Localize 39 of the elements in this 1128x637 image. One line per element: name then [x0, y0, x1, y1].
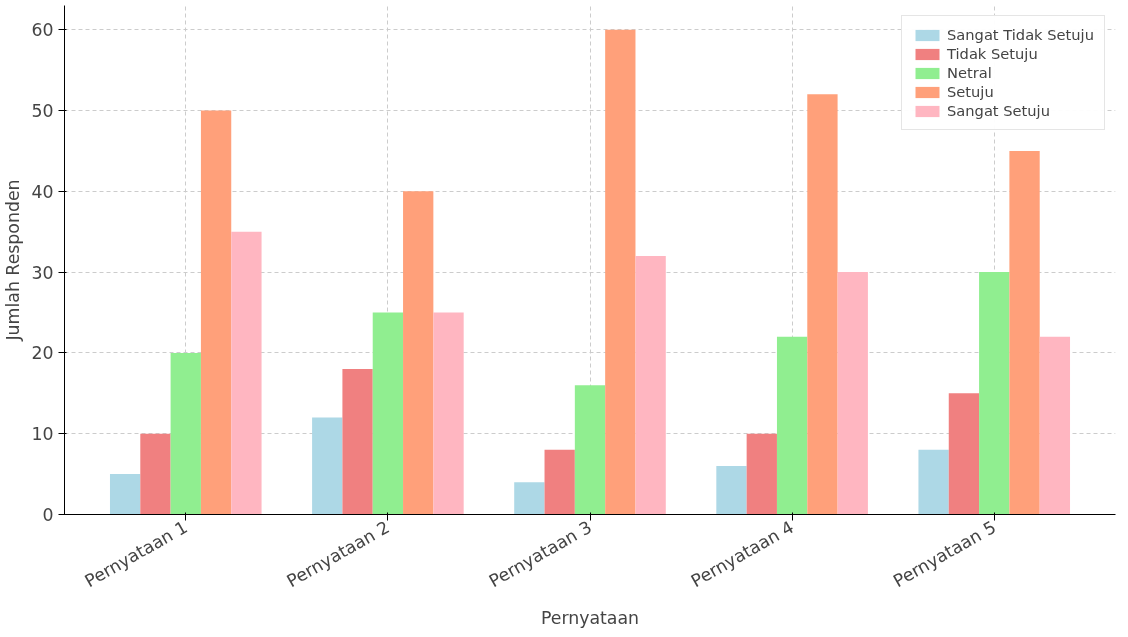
bar: [109, 474, 141, 515]
bar: [605, 29, 636, 515]
bar: [170, 352, 201, 515]
y-tick-label: 10: [31, 424, 54, 445]
bar: [1039, 336, 1071, 515]
legend-label: Setuju: [947, 83, 994, 100]
y-tick-label: 0: [42, 505, 54, 525]
bar: [433, 312, 464, 515]
bar: [837, 272, 868, 515]
bar: [918, 449, 949, 515]
bar: [948, 393, 980, 515]
bar: [312, 417, 343, 515]
bar: [635, 255, 666, 515]
bar: [979, 272, 1010, 515]
bar: [200, 110, 232, 515]
bar: [514, 482, 545, 515]
y-axis-title: Jumlah Responden: [3, 179, 24, 342]
bar: [1009, 150, 1040, 515]
bar: [140, 433, 171, 515]
legend-label: Tidak Setuju: [947, 45, 1038, 62]
bar: [403, 191, 434, 515]
y-tick-label: 50: [31, 101, 54, 122]
bar: [574, 385, 606, 515]
bar: [544, 449, 575, 515]
legend-label: Sangat Setuju: [947, 102, 1050, 119]
x-axis-title: Pernyataan: [540, 607, 640, 628]
legend-label: Sangat Tidak Setuju: [947, 26, 1094, 43]
y-tick-label: 40: [31, 181, 54, 202]
bar: [746, 433, 777, 515]
bar: [372, 312, 404, 515]
bar: [776, 336, 808, 515]
y-tick-label: 20: [31, 343, 54, 364]
bar: [716, 466, 747, 515]
y-tick-label: 60: [31, 20, 54, 41]
legend-label: Netral: [947, 64, 992, 81]
y-tick-label: 30: [31, 262, 54, 283]
bar: [342, 369, 373, 515]
bar: [231, 231, 262, 515]
bar: [807, 94, 838, 515]
